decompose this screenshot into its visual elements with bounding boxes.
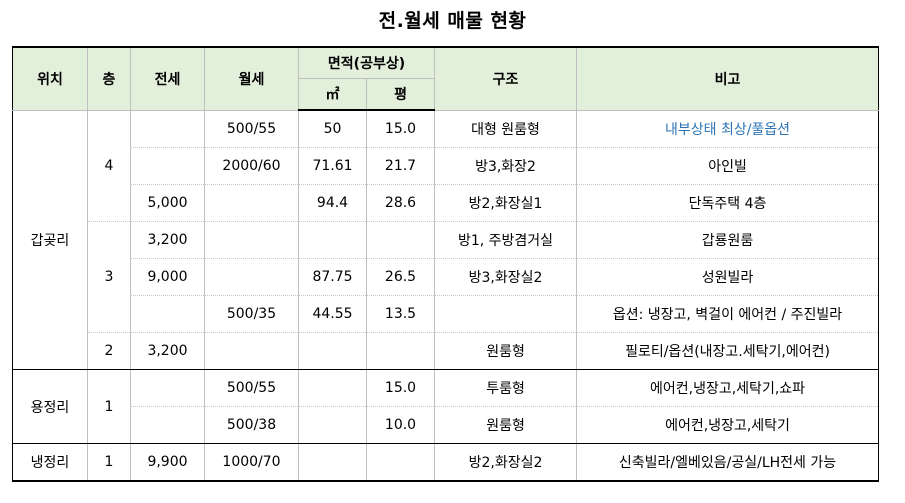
note-cell: 에어컨,냉장고,세탁기,쇼파: [576, 369, 880, 407]
header-location: 위치: [12, 46, 88, 111]
table-row: 3 3,200 방1, 주방겸거실 갑룡원룸: [13, 221, 880, 333]
area-pyeong-cell: [365, 332, 436, 370]
area-m2-cell: 44.55: [298, 295, 367, 333]
wolse-cell: [204, 258, 299, 296]
area-m2-cell: [298, 406, 367, 444]
area-pyeong-cell: 13.5: [365, 295, 436, 333]
note-cell: 에어컨,냉장고,세탁기: [576, 406, 880, 444]
wolse-cell: [204, 332, 299, 370]
structure-cell: [434, 295, 578, 333]
jeonse-cell: [130, 406, 205, 444]
header-subrow: ㎡ 평: [13, 78, 879, 111]
jeonse-cell: 9,900: [130, 443, 205, 482]
area-pyeong-cell: 10.0: [365, 406, 436, 444]
header-area: 면적(공부상): [297, 46, 436, 79]
area-pyeong-cell: 15.0: [365, 369, 436, 407]
jeonse-cell: 9,000: [130, 258, 205, 296]
table-row: 2 3,200 원룸형 필로티/옵션(내장고.세탁기,에어컨): [13, 332, 880, 370]
floor-cell: 3: [87, 221, 131, 333]
floor-cell: 4: [87, 109, 131, 222]
wolse-cell: 2000/60: [204, 147, 299, 185]
jeonse-cell: [130, 369, 205, 407]
structure-cell: 방3,화장실2: [434, 258, 578, 296]
header-note: 비고: [576, 46, 880, 111]
structure-cell: 방1, 주방겸거실: [434, 221, 578, 259]
area-m2-cell: 50: [298, 109, 367, 148]
area-m2-cell: 94.4: [298, 184, 367, 222]
area-pyeong-cell: [365, 221, 436, 259]
note-cell: 아인빌: [576, 147, 880, 185]
note-cell: 옵션: 냉장고, 벽걸이 에어컨 / 주진빌라: [576, 295, 880, 333]
structure-cell: 원룸형: [434, 406, 578, 444]
header-area-pyeong: 평: [365, 78, 436, 111]
header-row: 위치 층 전세 월세 면적(공부상) 구조 비고: [12, 46, 880, 111]
wolse-cell: [204, 221, 299, 259]
table-row: 5,000 94.4 28.6 방2,화장실1 단독주택 4층: [13, 184, 880, 222]
structure-cell: 투룸형: [434, 369, 578, 407]
floor-cell: 2: [87, 332, 131, 370]
note-cell: 성원빌라: [576, 258, 880, 296]
jeonse-cell: 3,200: [130, 332, 205, 370]
table-row: 9,000 87.75 26.5 방3,화장실2 성원빌라: [13, 258, 880, 296]
note-cell: 단독주택 4층: [576, 184, 880, 222]
jeonse-cell: 3,200: [130, 221, 205, 259]
area-pyeong-cell: 21.7: [365, 147, 436, 185]
area-pyeong-cell: [365, 443, 436, 482]
area-m2-cell: [298, 443, 367, 482]
note-cell: 내부상태 최상/풀옵션: [576, 109, 880, 148]
header-structure: 구조: [434, 46, 578, 111]
area-m2-cell: [298, 332, 367, 370]
jeonse-cell: 5,000: [130, 184, 205, 222]
wolse-cell: 500/35: [204, 295, 299, 333]
note-cell: 갑룡원룸: [576, 221, 880, 259]
wolse-cell: [204, 184, 299, 222]
jeonse-cell: [130, 147, 205, 185]
wolse-cell: 500/55: [204, 109, 299, 148]
area-m2-cell: 71.61: [298, 147, 367, 185]
wolse-cell: 1000/70: [204, 443, 299, 482]
area-m2-cell: 87.75: [298, 258, 367, 296]
header-floor: 층: [87, 46, 131, 111]
table-row: 500/38 10.0 원룸형 에어컨,냉장고,세탁기: [13, 406, 880, 444]
structure-cell: 방3,화장2: [434, 147, 578, 185]
listing-table: 위치 층 전세 월세 면적(공부상) 구조 비고 ㎡ 평 갑곶리 4 500/5…: [12, 46, 880, 482]
location-cell: 갑곶리: [12, 109, 88, 370]
area-pyeong-cell: 15.0: [365, 109, 436, 148]
structure-cell: 원룸형: [434, 332, 578, 370]
structure-cell: 방2,화장실1: [434, 184, 578, 222]
page-title: 전.월세 매물 현황: [378, 10, 527, 32]
area-m2-cell: [298, 369, 367, 407]
area-m2-cell: [298, 221, 367, 259]
note-cell: 신축빌라/엘베있음/공실/LH전세 가능: [576, 443, 880, 482]
location-cell: 용정리: [12, 369, 88, 444]
table-row: 갑곶리 4 500/55 50 15.0 대형 원룸형 내부상태 최상/풀옵션: [12, 109, 880, 370]
wolse-cell: 500/55: [204, 369, 299, 407]
location-cell: 냉정리: [12, 443, 88, 482]
floor-cell: 1: [87, 443, 131, 482]
header-wolse: 월세: [204, 46, 299, 111]
header-area-m2: ㎡: [298, 78, 367, 111]
note-cell: 필로티/옵션(내장고.세탁기,에어컨): [576, 332, 880, 370]
area-pyeong-cell: 26.5: [365, 258, 436, 296]
area-pyeong-cell: 28.6: [365, 184, 436, 222]
jeonse-cell: [130, 295, 205, 333]
wolse-cell: 500/38: [204, 406, 299, 444]
floor-cell: 1: [87, 369, 131, 444]
table-row: 2000/60 71.61 21.7 방3,화장2 아인빌: [13, 147, 880, 185]
structure-cell: 방2,화장실2: [434, 443, 578, 482]
table-row: 냉정리 1 9,900 1000/70 방2,화장실2 신축빌라/엘베있음/공실…: [12, 443, 880, 482]
header-jeonse: 전세: [130, 46, 205, 111]
jeonse-cell: [130, 109, 205, 148]
structure-cell: 대형 원룸형: [434, 109, 578, 148]
table-row: 용정리 1 500/55 15.0 투룸형 에어컨,냉장고,세탁기,쇼파: [12, 369, 880, 444]
table-row: 500/35 44.55 13.5 옵션: 냉장고, 벽걸이 에어컨 / 주진빌…: [13, 295, 880, 333]
